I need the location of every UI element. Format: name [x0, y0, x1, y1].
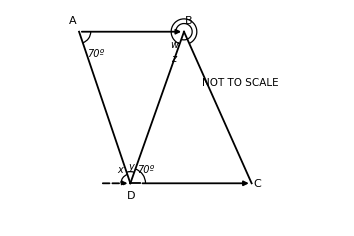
- Text: y: y: [129, 162, 135, 172]
- Text: B: B: [185, 16, 193, 26]
- Text: C: C: [253, 179, 261, 190]
- Text: z: z: [171, 54, 176, 63]
- Text: x: x: [117, 165, 123, 176]
- Text: w: w: [171, 40, 179, 50]
- Text: 70º: 70º: [87, 49, 104, 59]
- Text: A: A: [69, 16, 77, 26]
- Text: NOT TO SCALE: NOT TO SCALE: [202, 78, 278, 88]
- Text: D: D: [127, 191, 136, 201]
- Text: 70º: 70º: [137, 165, 154, 176]
